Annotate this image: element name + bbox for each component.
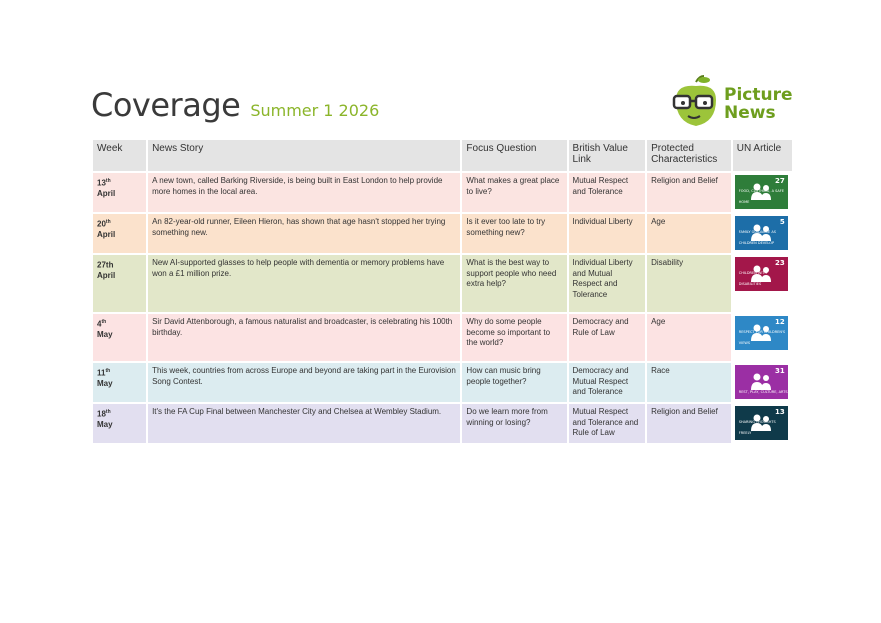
col-header-news-story: News Story	[148, 140, 461, 171]
week-day: 18	[97, 409, 106, 419]
focus-question-cell: What makes a great place to live?	[462, 173, 567, 212]
focus-question-cell: What is the best way to support people w…	[462, 255, 567, 312]
table-row: 11th May This week, countries from across …	[93, 363, 792, 402]
protected-characteristic-cell: Race	[647, 363, 731, 402]
un-article-number: 31	[775, 367, 785, 375]
un-article-cell: 27 FOOD, CLOTHING, A SAFE HOME	[733, 173, 792, 212]
week-day-suffix: th	[105, 409, 111, 415]
un-pictogram-icon	[750, 265, 771, 282]
week-month: May	[97, 379, 113, 389]
un-article-cell: 13 SHARING THOUGHTS FREELY	[733, 404, 792, 443]
un-pictogram-icon	[750, 224, 771, 241]
focus-question-cell: Why do some people become so important t…	[462, 314, 567, 361]
protected-characteristic-cell: Disability	[647, 255, 731, 312]
british-value-cell: Democracy and Mutual Respect and Toleran…	[568, 363, 646, 402]
coverage-table: Week News Story Focus Question British V…	[91, 138, 794, 445]
protected-characteristic-cell: Religion and Belief	[647, 404, 731, 443]
week-day-suffix: th	[101, 319, 107, 325]
news-story-cell: A new town, called Barking Riverside, is…	[148, 173, 461, 212]
logo-line-2: News	[724, 103, 776, 123]
un-article-caption: RESPECT FOR CHILDREN'S VIEWS	[738, 330, 786, 345]
news-story-cell: New AI-supported glasses to help people …	[148, 255, 461, 312]
un-article-caption: REST, PLAY, CULTURE, ARTS	[738, 389, 788, 394]
week-month: May	[97, 330, 113, 340]
british-value-cell: Democracy and Rule of Law	[568, 314, 646, 361]
apple-glasses-icon	[672, 75, 716, 126]
news-story-cell: This week, countries from across Europe …	[148, 363, 461, 402]
col-header-british-value: British Value Link	[568, 140, 646, 171]
un-article-number: 5	[779, 218, 785, 226]
week-day: 4	[97, 319, 102, 329]
title-block: Coverage Summer 1 2026	[91, 86, 379, 124]
news-story-cell: An 82-year-old runner, Eileen Hieron, ha…	[148, 214, 461, 253]
un-article-cell: 5 FAMILY GUIDANCE AS CHILDREN DEVELOP	[733, 214, 792, 253]
week-cell: 20th April	[93, 214, 147, 253]
week-cell: 4th May	[93, 314, 147, 361]
un-article-number: 12	[775, 318, 785, 326]
focus-question-cell: Is it ever too late to try something new…	[462, 214, 567, 253]
un-article-icon: 12 RESPECT FOR CHILDREN'S VIEWS	[734, 316, 788, 350]
week-day-suffix: th	[105, 219, 111, 225]
week-day: 11	[97, 368, 106, 378]
week-month: April	[97, 189, 116, 199]
header-row: Week News Story Focus Question British V…	[93, 140, 792, 171]
table-row: 4th May Sir David Attenborough, a famous n…	[93, 314, 792, 361]
british-value-cell: Individual Liberty	[568, 214, 646, 253]
week-day: 13	[97, 178, 106, 188]
week-cell: 11th May	[93, 363, 147, 402]
protected-characteristic-cell: Age	[647, 214, 731, 253]
page-title: Coverage	[91, 86, 241, 124]
week-cell: 18th May	[93, 404, 147, 443]
un-pictogram-icon	[750, 414, 771, 431]
news-story-cell: Sir David Attenborough, a famous natural…	[148, 314, 461, 361]
un-pictogram-icon	[750, 373, 771, 390]
week-month: April	[97, 271, 116, 281]
un-article-caption: FAMILY GUIDANCE AS CHILDREN DEVELOP	[738, 230, 776, 245]
un-article-icon: 31 REST, PLAY, CULTURE, ARTS	[734, 365, 788, 399]
week-cell: 27th April	[93, 255, 147, 312]
un-article-icon: 5 FAMILY GUIDANCE AS CHILDREN DEVELOP	[734, 216, 788, 250]
un-article-caption: CHILDREN WITH DISABILITIES	[738, 271, 768, 286]
protected-characteristic-cell: Age	[647, 314, 731, 361]
un-article-icon: 13 SHARING THOUGHTS FREELY	[734, 406, 788, 440]
focus-question-cell: How can music bring people together?	[462, 363, 567, 402]
col-header-week: Week	[93, 140, 147, 171]
week-cell: 13th April	[93, 173, 147, 212]
un-article-number: 23	[775, 259, 785, 267]
british-value-cell: Mutual Respect and Tolerance and Rule of…	[568, 404, 646, 443]
british-value-cell: Mutual Respect and Tolerance	[568, 173, 646, 212]
british-value-cell: Individual Liberty and Mutual Respect an…	[568, 255, 646, 312]
col-header-protected: Protected Characteristics	[647, 140, 731, 171]
table-row: 18th May It's the FA Cup Final between Man…	[93, 404, 792, 443]
un-article-number: 13	[775, 408, 785, 416]
week-day-suffix: th	[105, 368, 111, 374]
table-row: 27th April New AI-supported glasses to hel…	[93, 255, 792, 312]
col-header-focus-question: Focus Question	[462, 140, 567, 171]
un-pictogram-icon	[750, 183, 771, 200]
week-month: April	[97, 230, 116, 240]
un-article-number: 27	[775, 177, 785, 185]
page-subtitle: Summer 1 2026	[250, 101, 380, 120]
un-pictogram-icon	[750, 324, 771, 341]
un-article-caption: SHARING THOUGHTS FREELY	[738, 420, 776, 435]
week-day-suffix: th	[105, 178, 111, 184]
week-day: 20	[97, 219, 106, 229]
picture-news-logo: Picture News	[668, 74, 793, 130]
news-story-cell: It's the FA Cup Final between Manchester…	[148, 404, 461, 443]
un-article-cell: 23 CHILDREN WITH DISABILITIES	[733, 255, 792, 312]
week-month: May	[97, 420, 113, 430]
un-article-icon: 23 CHILDREN WITH DISABILITIES	[734, 257, 788, 291]
un-article-icon: 27 FOOD, CLOTHING, A SAFE HOME	[734, 175, 788, 209]
un-article-cell: 31 REST, PLAY, CULTURE, ARTS	[733, 363, 792, 402]
table-row: 20th April An 82-year-old runner, Eileen H…	[93, 214, 792, 253]
un-article-caption: FOOD, CLOTHING, A SAFE HOME	[738, 189, 785, 204]
protected-characteristic-cell: Religion and Belief	[647, 173, 731, 212]
logo-line-1: Picture	[724, 85, 793, 105]
un-article-cell: 12 RESPECT FOR CHILDREN'S VIEWS	[733, 314, 792, 361]
focus-question-cell: Do we learn more from winning or losing?	[462, 404, 567, 443]
col-header-un-article: UN Article	[732, 140, 792, 171]
table-row: 13th April A new town, called Barking Rive…	[93, 173, 792, 212]
week-day: 27th	[97, 260, 114, 270]
